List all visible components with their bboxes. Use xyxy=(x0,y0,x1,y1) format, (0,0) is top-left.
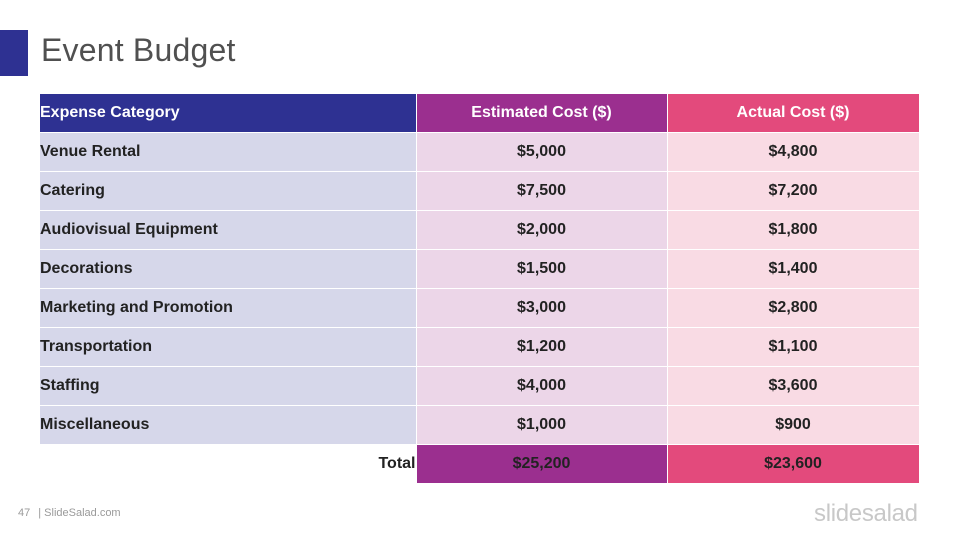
header-estimated-cost: Estimated Cost ($) xyxy=(416,94,668,133)
estimated-cell: $3,000 xyxy=(416,288,668,328)
estimated-cell: $1,000 xyxy=(416,405,668,445)
page-number: 47 xyxy=(18,507,31,519)
category-cell: Staffing xyxy=(40,366,417,406)
category-cell: Transportation xyxy=(40,327,417,367)
slidesalad-logo: slidesalad xyxy=(814,500,918,527)
estimated-cell: $4,000 xyxy=(416,366,668,406)
slide-footer: 47 | SlideSalad.com xyxy=(18,507,121,519)
table-row: Venue Rental $5,000 $4,800 xyxy=(40,132,920,172)
page-title: Event Budget xyxy=(41,32,236,68)
title-accent-bar xyxy=(0,30,28,76)
category-cell: Audiovisual Equipment xyxy=(40,210,417,250)
estimated-cell: $7,500 xyxy=(416,171,668,211)
table-row: Staffing $4,000 $3,600 xyxy=(40,366,920,406)
actual-cell: $1,800 xyxy=(667,210,920,250)
total-row: Total $25,200 $23,600 xyxy=(40,444,920,483)
table-row: Marketing and Promotion $3,000 $2,800 xyxy=(40,288,920,328)
category-cell: Venue Rental xyxy=(40,132,417,172)
total-actual: $23,600 xyxy=(667,444,920,483)
total-label: Total xyxy=(40,444,417,483)
actual-cell: $900 xyxy=(667,405,920,445)
table-row: Catering $7,500 $7,200 xyxy=(40,171,920,211)
estimated-cell: $2,000 xyxy=(416,210,668,250)
category-cell: Decorations xyxy=(40,249,417,289)
actual-cell: $3,600 xyxy=(667,366,920,406)
category-cell: Miscellaneous xyxy=(40,405,417,445)
header-expense-category: Expense Category xyxy=(40,94,417,133)
actual-cell: $4,800 xyxy=(667,132,920,172)
table-row: Transportation $1,200 $1,100 xyxy=(40,327,920,367)
table-header-row: Expense Category Estimated Cost ($) Actu… xyxy=(40,94,920,133)
category-cell: Catering xyxy=(40,171,417,211)
footer-source: | SlideSalad.com xyxy=(38,507,121,519)
table-row: Audiovisual Equipment $2,000 $1,800 xyxy=(40,210,920,250)
estimated-cell: $5,000 xyxy=(416,132,668,172)
category-cell: Marketing and Promotion xyxy=(40,288,417,328)
actual-cell: $2,800 xyxy=(667,288,920,328)
actual-cell: $7,200 xyxy=(667,171,920,211)
total-estimated: $25,200 xyxy=(416,444,668,483)
table-row: Miscellaneous $1,000 $900 xyxy=(40,405,920,445)
actual-cell: $1,100 xyxy=(667,327,920,367)
estimated-cell: $1,500 xyxy=(416,249,668,289)
actual-cell: $1,400 xyxy=(667,249,920,289)
estimated-cell: $1,200 xyxy=(416,327,668,367)
table-row: Decorations $1,500 $1,400 xyxy=(40,249,920,289)
header-actual-cost: Actual Cost ($) xyxy=(667,94,920,133)
budget-table: Expense Category Estimated Cost ($) Actu… xyxy=(40,94,920,483)
